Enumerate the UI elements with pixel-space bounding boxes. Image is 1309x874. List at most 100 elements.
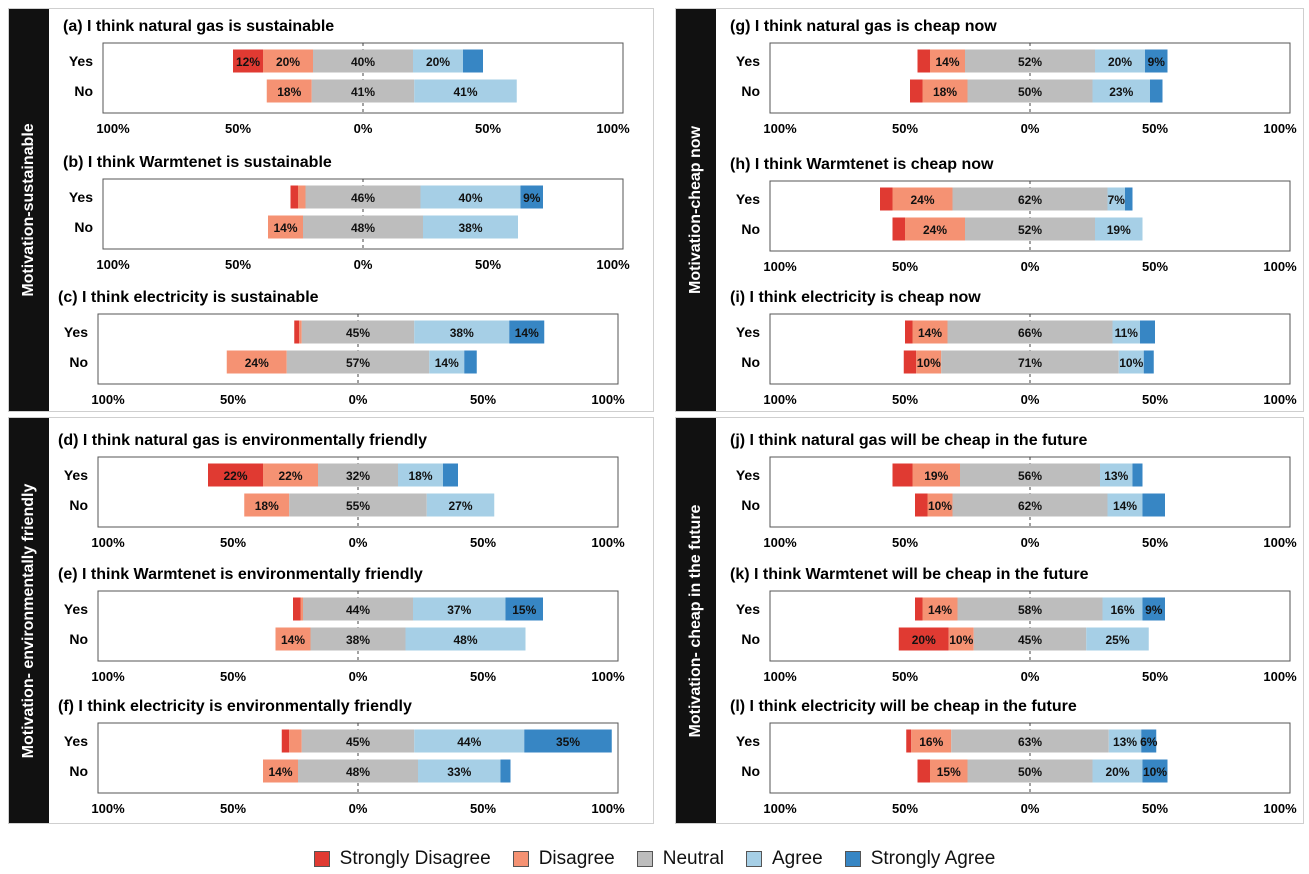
bar-segment	[905, 320, 913, 344]
data-label: 25%	[1105, 633, 1129, 647]
bar-segment	[916, 350, 942, 374]
bar-segment	[414, 729, 525, 753]
tick-label: 50%	[220, 669, 246, 684]
section-sidebar: Motivation- environmentally friendly	[9, 418, 49, 823]
data-label: 18%	[277, 85, 301, 99]
bar-segment	[1142, 597, 1165, 621]
bar-segment	[1142, 759, 1168, 783]
data-label: 45%	[346, 735, 370, 749]
data-label: 35%	[556, 735, 580, 749]
bar-segment	[927, 493, 953, 517]
bar-segment	[922, 597, 958, 621]
bar-segment	[906, 729, 912, 753]
bar-segment	[1086, 627, 1149, 651]
bar-segment	[509, 320, 545, 344]
bar-segment	[1100, 463, 1133, 487]
tick-label: 0%	[1021, 121, 1040, 136]
bar-segment	[912, 463, 960, 487]
chart-title: (f) I think electricity is environmental…	[58, 698, 412, 715]
data-label: 13%	[1104, 469, 1128, 483]
bar-segment	[413, 597, 506, 621]
data-label: 10%	[917, 356, 941, 370]
data-label: 44%	[346, 603, 370, 617]
tick-label: 0%	[349, 535, 368, 550]
data-label: 40%	[351, 55, 375, 69]
bar-segment	[1150, 79, 1163, 103]
bar-segment	[1107, 187, 1125, 211]
bar-segment	[463, 49, 483, 73]
category-label: Yes	[736, 733, 760, 749]
data-label: 37%	[447, 603, 471, 617]
tick-label: 50%	[475, 121, 501, 136]
data-label: 46%	[351, 191, 375, 205]
category-label: No	[741, 83, 760, 99]
bar-segment	[911, 729, 952, 753]
data-label: 50%	[1018, 765, 1042, 779]
data-label: 14%	[1113, 499, 1137, 513]
bar-segment	[1092, 79, 1150, 103]
bar-segment	[286, 350, 430, 374]
bar-segment	[1132, 463, 1143, 487]
tick-label: 0%	[349, 392, 368, 407]
category-label: Yes	[736, 324, 760, 340]
legend-label: Strongly Disagree	[339, 848, 491, 869]
bar-segment	[418, 759, 501, 783]
category-label: Yes	[69, 189, 93, 205]
chart-panel-a: (a) I think natural gas is sustainable 10…	[63, 18, 630, 136]
tick-label: 50%	[892, 535, 918, 550]
data-label: 62%	[1018, 499, 1042, 513]
data-label: 19%	[924, 469, 948, 483]
legend-swatch	[512, 851, 529, 867]
chart-panel-g: (g) I think natural gas is cheap now 100%…	[730, 18, 1297, 136]
bar-segment	[948, 627, 974, 651]
chart-title: (k) I think Warmtenet will be cheap in t…	[730, 566, 1089, 583]
tick-label: 50%	[892, 259, 918, 274]
category-label: Yes	[736, 601, 760, 617]
chart-panel-c: (c) I think electricity is sustainable 10…	[58, 289, 625, 407]
bar-segment	[967, 79, 1093, 103]
legend-label: Strongly Agree	[870, 848, 996, 869]
bar-segment	[1125, 187, 1133, 211]
bar-segment	[952, 493, 1108, 517]
chart-panel-i: (i) I think electricity is cheap now 100%…	[730, 289, 1297, 407]
bar-segment	[464, 350, 477, 374]
bar-segment	[941, 350, 1119, 374]
tick-label: 100%	[96, 121, 130, 136]
tick-label: 50%	[470, 801, 496, 816]
tick-label: 100%	[91, 801, 125, 816]
data-label: 71%	[1018, 356, 1042, 370]
bar-segment	[413, 49, 463, 73]
tick-label: 100%	[96, 257, 130, 272]
tick-label: 0%	[1021, 392, 1040, 407]
bar-segment	[244, 493, 290, 517]
bar-segment	[420, 185, 521, 209]
data-label: 16%	[1110, 603, 1134, 617]
tick-label: 100%	[591, 392, 625, 407]
bar-segment	[289, 493, 427, 517]
category-label: Yes	[64, 601, 88, 617]
bar-segment	[917, 759, 930, 783]
bar-segment	[1092, 759, 1143, 783]
bar-segment	[405, 627, 526, 651]
tick-label: 50%	[220, 535, 246, 550]
bar-segment	[922, 79, 968, 103]
tick-label: 50%	[470, 535, 496, 550]
tick-label: 0%	[354, 121, 373, 136]
legend-item: Neutral	[636, 848, 724, 870]
data-label: 15%	[937, 765, 961, 779]
tick-label: 0%	[349, 801, 368, 816]
bar-segment	[1140, 320, 1155, 344]
data-label: 10%	[1119, 356, 1143, 370]
bar-segment	[233, 49, 263, 73]
bar-segment	[892, 463, 913, 487]
bar-segment	[880, 187, 893, 211]
bar-segment	[310, 627, 406, 651]
data-label: 48%	[346, 765, 370, 779]
bar-segment	[930, 49, 965, 73]
legend-swatch	[745, 851, 762, 867]
tick-label: 50%	[475, 257, 501, 272]
data-label: 55%	[346, 499, 370, 513]
data-label: 9%	[523, 191, 541, 205]
data-label: 20%	[1108, 55, 1132, 69]
tick-label: 50%	[225, 121, 251, 136]
